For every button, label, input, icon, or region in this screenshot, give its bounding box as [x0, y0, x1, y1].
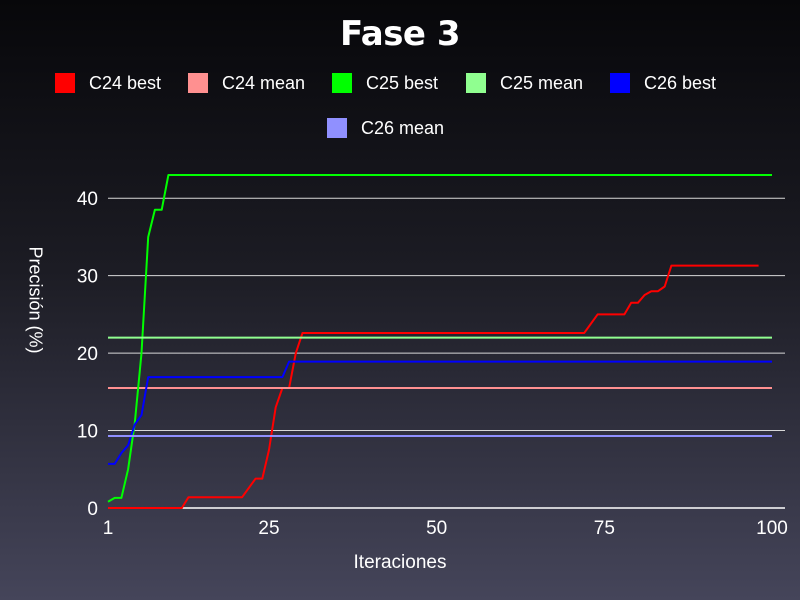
legend-swatch-c25-best: [332, 73, 352, 93]
grid-lines: [108, 197, 785, 509]
y-tick-label: 0: [87, 499, 98, 520]
legend-label-c25-best: C25 best: [366, 72, 439, 93]
legend-item-c24-best: C24 best: [55, 72, 161, 94]
series-line-c26-best: [108, 360, 772, 465]
x-tick-label: 25: [258, 518, 279, 539]
legend-item-c24-mean: C24 mean: [188, 72, 305, 94]
x-tick-label: 50: [426, 518, 447, 539]
legend-label-c24-mean: C24 mean: [222, 72, 306, 93]
series-line-c25-best: [107, 174, 772, 503]
x-tick-label: 100: [756, 518, 788, 539]
y-tick-label: 10: [77, 422, 98, 443]
legend-item-c25-mean: C25 mean: [466, 72, 583, 94]
legend-swatch-c26-best: [610, 73, 630, 93]
y-tick-label: 20: [77, 344, 98, 365]
legend-swatch-c25-mean: [466, 73, 486, 93]
legend-label-c25-mean: C25 mean: [500, 72, 584, 93]
legend-label-c26-mean: C26 mean: [361, 117, 445, 138]
legend-swatch-c26-mean: [327, 118, 347, 138]
legend-swatch-c24-mean: [188, 73, 208, 93]
x-tick-label: 75: [594, 518, 615, 539]
series-lines: [107, 174, 772, 509]
y-tick-label: 30: [77, 267, 98, 288]
chart-title: Fase 3: [340, 14, 460, 54]
legend-item-c26-mean: C26 mean: [327, 117, 444, 139]
x-axis-label: Iteraciones: [353, 552, 447, 573]
y-tick-label: 40: [77, 189, 98, 210]
tick-labels: 0 10 20 30 40 1 25 50 75 100: [77, 189, 788, 539]
legend-item-c25-best: C25 best: [332, 72, 438, 94]
legend-swatch-c24-best: [55, 73, 75, 93]
legend-item-c26-best: C26 best: [610, 72, 716, 94]
x-tick-label: 1: [103, 518, 114, 539]
legend-label-c24-best: C24 best: [89, 72, 162, 93]
legend-label-c26-best: C26 best: [644, 72, 717, 93]
series-line-c24-best: [108, 264, 759, 509]
